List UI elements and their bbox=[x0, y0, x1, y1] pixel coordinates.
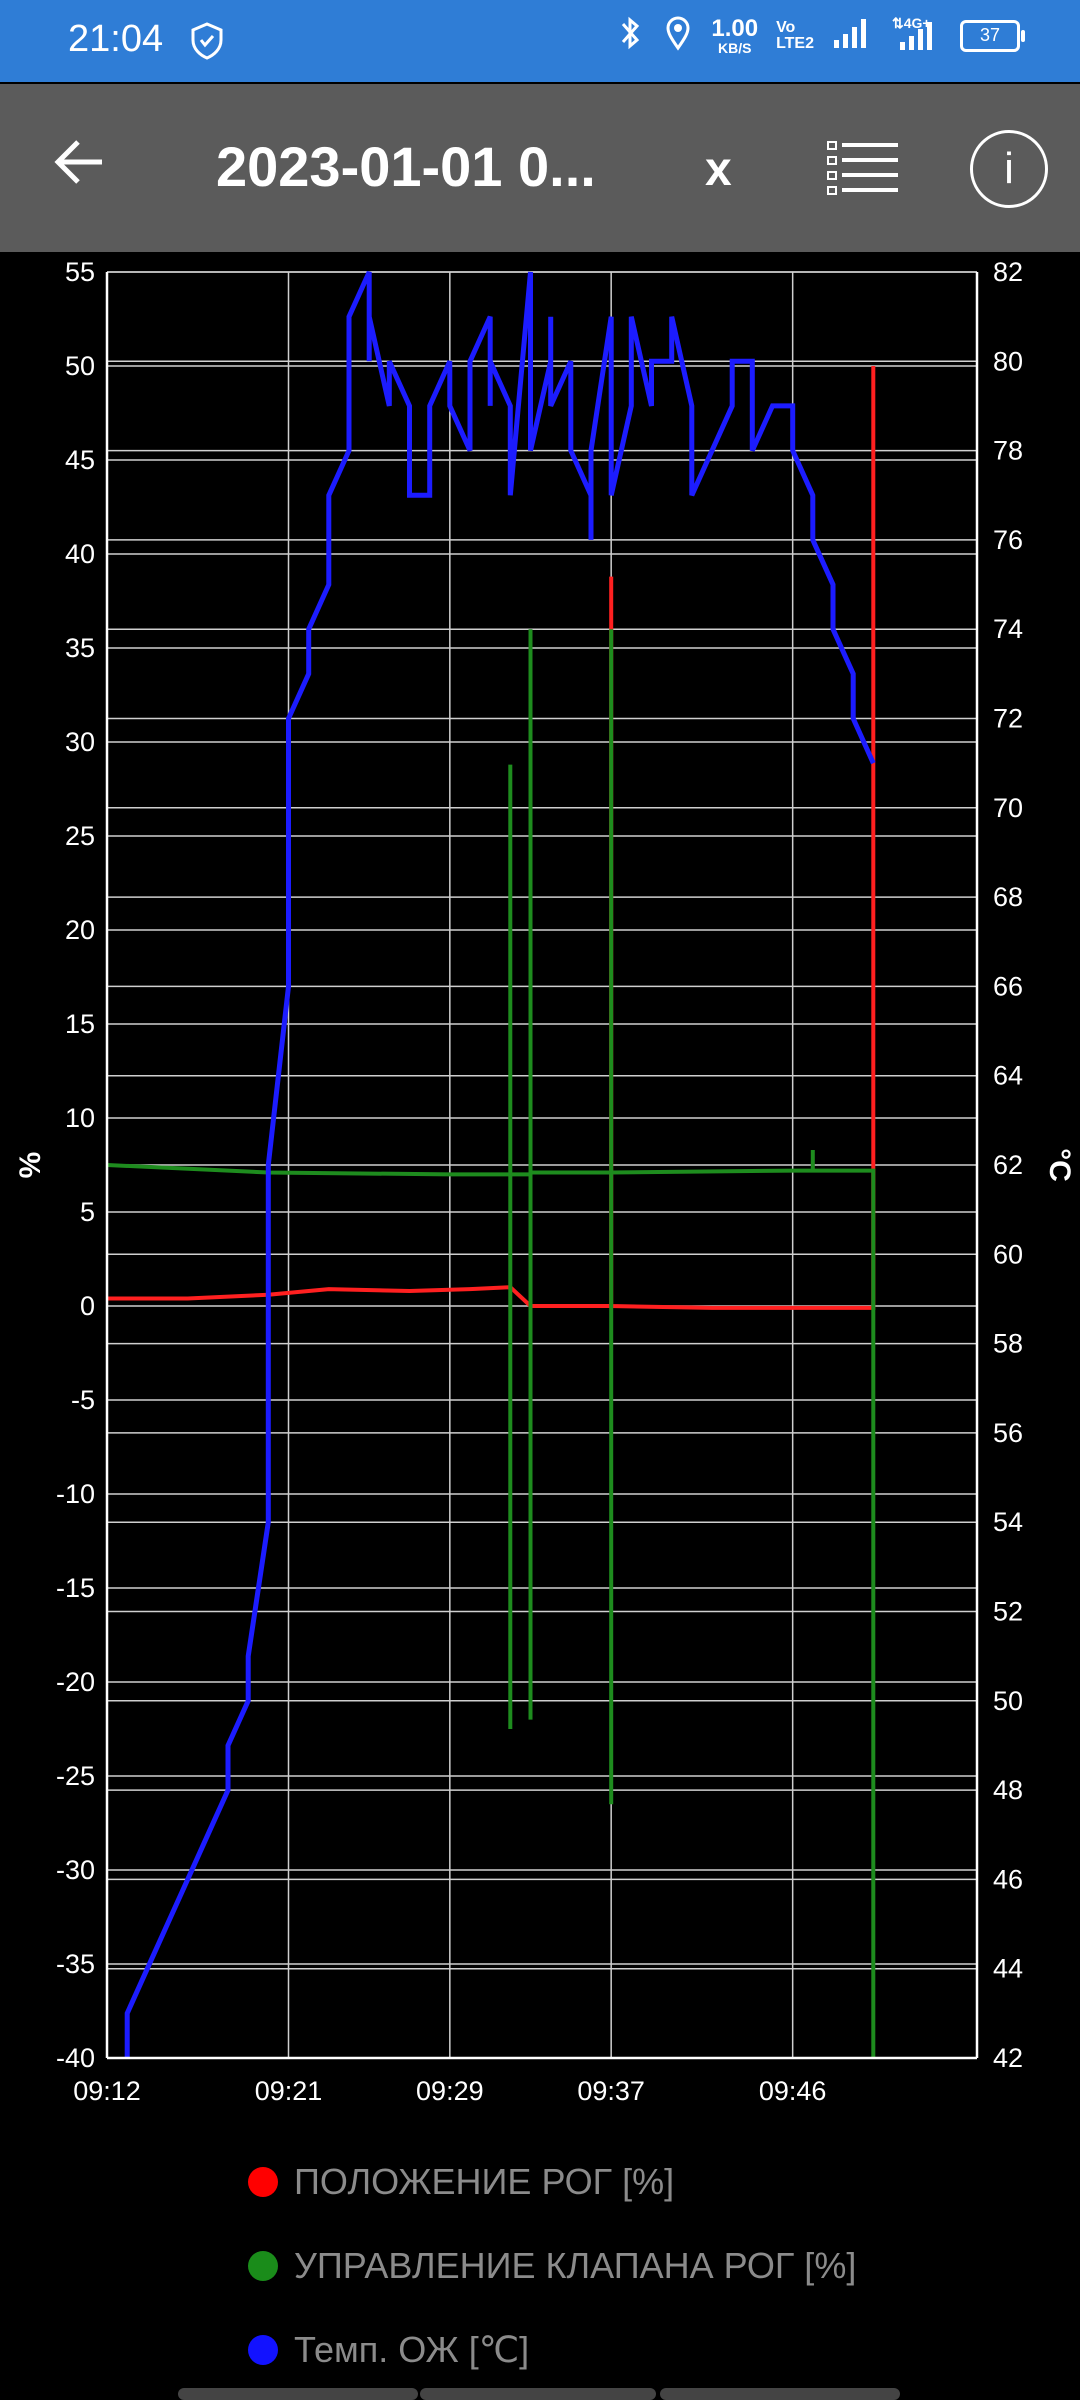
list-icon[interactable] bbox=[826, 140, 900, 203]
chart-legend: ПОЛОЖЕНИЕ РОГ [%] УПРАВЛЕНИЕ КЛАПАНА РОГ … bbox=[248, 2140, 856, 2392]
y-left-tick-label: -25 bbox=[56, 1761, 95, 1791]
y-right-tick-label: 64 bbox=[993, 1061, 1023, 1091]
legend-label: ПОЛОЖЕНИЕ РОГ [%] bbox=[294, 2161, 675, 2202]
y-left-axis-title: % bbox=[14, 1152, 47, 1179]
y-left-tick-label: -5 bbox=[71, 1385, 95, 1415]
y-left-tick-label: 15 bbox=[65, 1009, 95, 1039]
y-right-tick-label: 72 bbox=[993, 704, 1023, 734]
y-left-tick-label: 10 bbox=[65, 1103, 95, 1133]
x-tick-label: 09:29 bbox=[416, 2076, 484, 2106]
y-right-tick-label: 50 bbox=[993, 1686, 1023, 1716]
battery-icon: 37 bbox=[960, 19, 1025, 52]
legend-item[interactable]: Темп. ОЖ [℃] bbox=[248, 2308, 856, 2392]
info-icon[interactable]: i bbox=[970, 130, 1048, 208]
chart-series bbox=[106, 270, 876, 2058]
nav-segment bbox=[178, 2388, 418, 2400]
network-speed-unit: KB/S bbox=[717, 39, 752, 56]
4g-signal-icon: ⇅4G+ bbox=[890, 14, 942, 57]
x-tick-label: 09:12 bbox=[73, 2076, 141, 2106]
y-left-tick-label: -30 bbox=[56, 1855, 95, 1885]
legend-color-dot-icon bbox=[248, 2251, 278, 2281]
y-right-tick-label: 74 bbox=[993, 614, 1023, 644]
legend-color-dot-icon bbox=[248, 2167, 278, 2197]
y-left-tick-label: -40 bbox=[56, 2043, 95, 2073]
y-right-tick-label: 42 bbox=[993, 2043, 1023, 2073]
location-icon bbox=[663, 14, 693, 57]
signal-icon bbox=[832, 16, 872, 55]
x-tick-label: 09:37 bbox=[577, 2076, 645, 2106]
volte-bottom: LTE2 bbox=[776, 34, 814, 52]
chart-grid bbox=[106, 271, 977, 2059]
y-right-tick-label: 62 bbox=[993, 1150, 1023, 1180]
nav-segment bbox=[420, 2388, 656, 2400]
x-tick-label: 09:21 bbox=[255, 2076, 323, 2106]
series-line-1 bbox=[107, 366, 876, 1310]
legend-label: УПРАВЛЕНИЕ КЛАПАНА РОГ [%] bbox=[294, 2245, 857, 2286]
svg-text:⇅4G+: ⇅4G+ bbox=[892, 15, 931, 31]
y-right-tick-label: 66 bbox=[993, 971, 1023, 1001]
y-left-tick-label: 30 bbox=[65, 727, 95, 757]
y-right-tick-label: 68 bbox=[993, 882, 1023, 912]
y-right-tick-label: 82 bbox=[993, 257, 1023, 287]
volte-indicator: Vo LTE2 bbox=[776, 18, 814, 52]
y-right-tick-label: 70 bbox=[993, 793, 1023, 823]
y-right-tick-label: 58 bbox=[993, 1329, 1023, 1359]
y-left-tick-label: -20 bbox=[56, 1667, 95, 1697]
y-right-tick-label: 44 bbox=[993, 1954, 1023, 1984]
y-left-tick-label: 50 bbox=[65, 351, 95, 381]
y-left-tick-label: 0 bbox=[80, 1291, 95, 1321]
legend-item[interactable]: УПРАВЛЕНИЕ КЛАПАНА РОГ [%] bbox=[248, 2224, 856, 2308]
y-right-tick-label: 80 bbox=[993, 346, 1023, 376]
series-line-3 bbox=[124, 270, 876, 2058]
status-time: 21:04 bbox=[68, 18, 164, 60]
y-right-tick-label: 54 bbox=[993, 1507, 1023, 1537]
series-line-2 bbox=[106, 629, 876, 2058]
volte-top: Vo bbox=[776, 18, 796, 36]
y-left-tick-label: 40 bbox=[65, 539, 95, 569]
y-right-axis-title: °C bbox=[1043, 1148, 1076, 1182]
chart-axes: 5550454035302520151050-5-10-15-20-25-30-… bbox=[14, 257, 1076, 2106]
legend-color-dot-icon bbox=[248, 2335, 278, 2365]
y-right-tick-label: 56 bbox=[993, 1418, 1023, 1448]
shield-icon bbox=[190, 22, 224, 65]
network-speed: 1.00 KB/S bbox=[711, 14, 759, 56]
page-title: 2023-01-01 0... bbox=[216, 135, 596, 198]
line-chart[interactable]: 5550454035302520151050-5-10-15-20-25-30-… bbox=[0, 252, 1080, 2112]
network-speed-value: 1.00 bbox=[711, 14, 759, 42]
y-left-tick-label: 20 bbox=[65, 915, 95, 945]
y-left-tick-label: -15 bbox=[56, 1573, 95, 1603]
app-bar: 2023-01-01 0... x i bbox=[0, 84, 1080, 252]
y-left-tick-label: 45 bbox=[65, 445, 95, 475]
y-left-tick-label: -35 bbox=[56, 1949, 95, 1979]
y-left-tick-label: 35 bbox=[65, 633, 95, 663]
bluetooth-icon bbox=[615, 14, 645, 57]
nav-segment bbox=[660, 2388, 900, 2400]
close-button[interactable]: x bbox=[705, 143, 732, 196]
y-left-tick-label: -10 bbox=[56, 1479, 95, 1509]
legend-item[interactable]: ПОЛОЖЕНИЕ РОГ [%] bbox=[248, 2140, 856, 2224]
y-right-tick-label: 46 bbox=[993, 1864, 1023, 1894]
back-arrow-icon[interactable] bbox=[52, 134, 108, 195]
y-right-tick-label: 76 bbox=[993, 525, 1023, 555]
y-right-tick-label: 52 bbox=[993, 1597, 1023, 1627]
y-right-tick-label: 48 bbox=[993, 1775, 1023, 1805]
status-bar: 21:04 1.00 KB/S Vo LTE2 ⇅4G+ 37 bbox=[0, 0, 1080, 82]
y-right-tick-label: 78 bbox=[993, 436, 1023, 466]
y-left-tick-label: 5 bbox=[80, 1197, 95, 1227]
x-tick-label: 09:46 bbox=[759, 2076, 827, 2106]
legend-label: Темп. ОЖ [℃] bbox=[294, 2329, 530, 2370]
y-right-tick-label: 60 bbox=[993, 1239, 1023, 1269]
y-left-tick-label: 55 bbox=[65, 257, 95, 287]
y-left-tick-label: 25 bbox=[65, 821, 95, 851]
